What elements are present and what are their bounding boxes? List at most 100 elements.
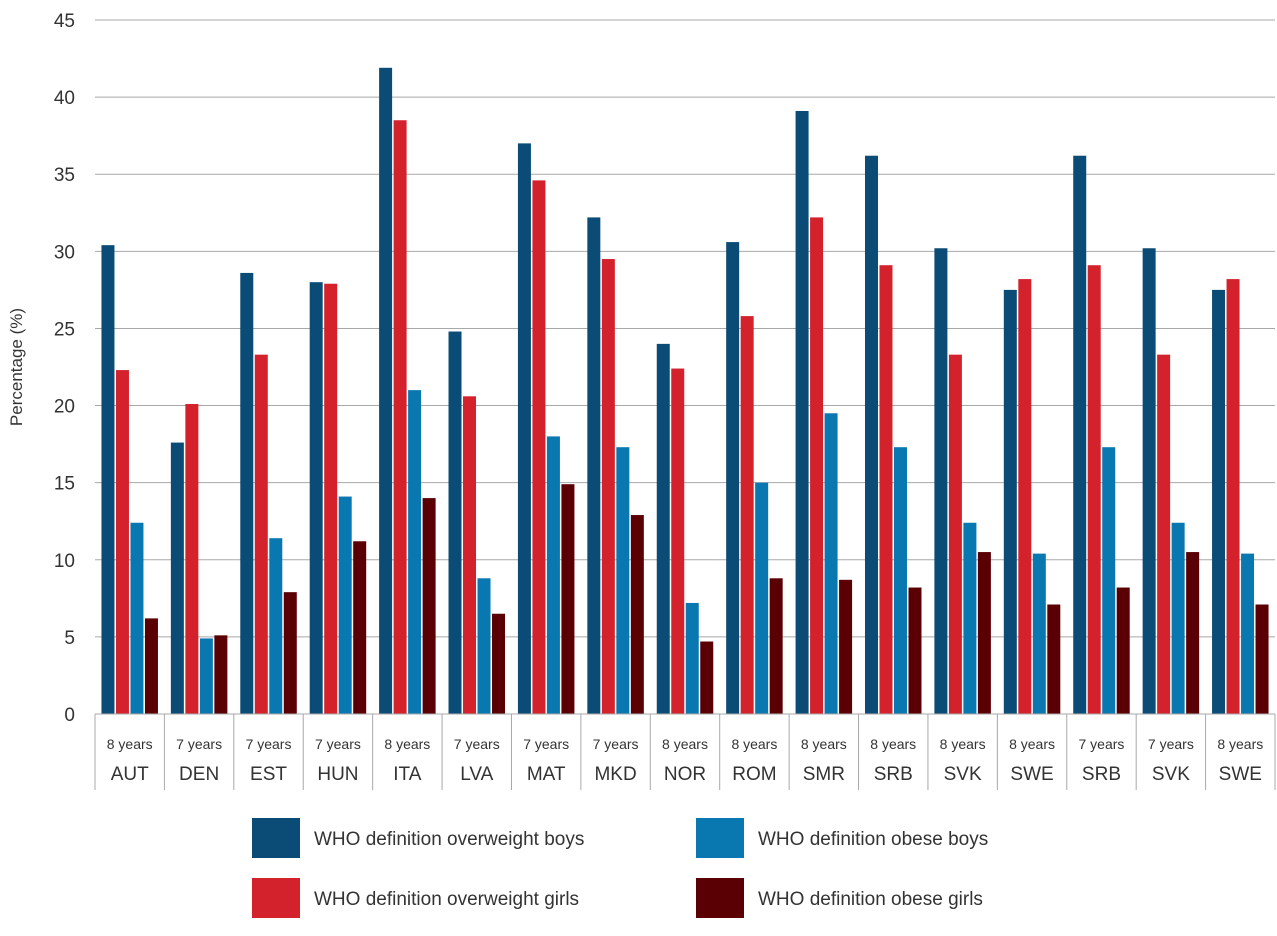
- legend-item: WHO definition obese girls: [696, 878, 983, 918]
- bar: [130, 522, 144, 714]
- x-country-label: ROM: [732, 764, 776, 785]
- x-age-label: 7 years: [315, 736, 361, 752]
- bar: [795, 110, 809, 715]
- bar: [1116, 587, 1130, 714]
- legend: WHO definition overweight boys WHO defini…: [252, 818, 988, 918]
- bar: [1241, 553, 1255, 714]
- y-tick-label: 0: [64, 705, 75, 726]
- x-age-label: 7 years: [246, 736, 292, 752]
- bar: [309, 282, 323, 714]
- bar: [685, 602, 699, 714]
- y-tick-label: 10: [54, 551, 75, 572]
- legend-swatch: [252, 818, 300, 858]
- bar: [934, 248, 948, 714]
- bar: [269, 538, 283, 714]
- y-tick-label: 25: [54, 319, 75, 340]
- x-country-label: HUN: [317, 764, 358, 785]
- bar: [199, 638, 213, 714]
- x-age-label: 8 years: [870, 736, 916, 752]
- bar: [1212, 289, 1226, 714]
- x-age-label: 8 years: [384, 736, 430, 752]
- bar: [1047, 604, 1061, 714]
- bar: [616, 447, 630, 714]
- bars: [101, 67, 1269, 715]
- bar: [963, 522, 977, 714]
- legend-label: WHO definition obese girls: [758, 889, 983, 910]
- x-age-label: 8 years: [662, 736, 708, 752]
- bar: [1171, 522, 1185, 714]
- bar: [283, 592, 297, 714]
- x-age-label: 7 years: [1079, 736, 1125, 752]
- x-age-label: 7 years: [523, 736, 569, 752]
- bar: [517, 143, 531, 714]
- x-country-label: SRB: [1082, 764, 1121, 785]
- bar: [463, 396, 477, 714]
- bar: [422, 498, 436, 714]
- bar: [1073, 155, 1087, 714]
- x-age-label: 8 years: [731, 736, 777, 752]
- bar: [1032, 553, 1046, 714]
- x-age-label: 8 years: [1217, 736, 1263, 752]
- bar: [101, 245, 115, 715]
- bar: [1102, 447, 1116, 714]
- x-country-label: SWE: [1010, 764, 1053, 785]
- bar: [379, 67, 393, 714]
- y-tick-label: 35: [54, 165, 75, 186]
- y-axis-label: Percentage (%): [7, 308, 26, 426]
- bar: [769, 578, 783, 714]
- x-age-label: 7 years: [454, 736, 500, 752]
- y-tick-label: 30: [54, 242, 75, 263]
- bar: [477, 578, 491, 714]
- bar: [393, 120, 407, 714]
- bar: [1226, 279, 1240, 714]
- x-age-label: 7 years: [176, 736, 222, 752]
- x-country-label: AUT: [111, 764, 149, 785]
- bar: [948, 354, 962, 714]
- x-age-label: 7 years: [593, 736, 639, 752]
- x-country-label: LVA: [460, 764, 493, 785]
- legend-swatch: [252, 878, 300, 918]
- bar: [1255, 604, 1269, 714]
- legend-label: WHO definition overweight boys: [314, 829, 584, 850]
- bar: [1087, 265, 1101, 714]
- bar: [879, 265, 893, 714]
- bar: [408, 390, 422, 714]
- legend-label: WHO definition obese boys: [758, 829, 988, 850]
- bar: [240, 272, 254, 714]
- bar: [561, 484, 575, 714]
- bar: [824, 413, 838, 714]
- x-country-label: SVK: [1152, 764, 1190, 785]
- bar: [810, 217, 824, 714]
- legend-item: WHO definition overweight boys: [252, 818, 584, 858]
- legend-label: WHO definition overweight girls: [314, 889, 579, 910]
- bar: [1018, 279, 1032, 714]
- y-axis-ticks: 0 5 10 15 20 25 30 35 40 45: [54, 11, 75, 726]
- bar: [740, 316, 754, 714]
- y-tick-label: 20: [54, 397, 75, 418]
- bar: [1157, 354, 1171, 714]
- x-country-label: EST: [250, 764, 287, 785]
- bar: [671, 368, 685, 714]
- x-country-label: NOR: [664, 764, 706, 785]
- bar: [338, 496, 352, 714]
- x-country-label: MAT: [527, 764, 566, 785]
- x-axis: 8 years AUT 7 years DEN 7 years EST 7 years HUN…: [94, 713, 1276, 790]
- x-country-label: SMR: [803, 764, 845, 785]
- x-age-label: 8 years: [801, 736, 847, 752]
- bar: [908, 587, 922, 714]
- bar: [214, 635, 228, 714]
- bar: [448, 331, 462, 714]
- bar: [185, 404, 199, 714]
- x-country-label: SRB: [874, 764, 913, 785]
- x-age-label: 8 years: [1009, 736, 1055, 752]
- x-age-label: 7 years: [1148, 736, 1194, 752]
- bar: [864, 155, 878, 714]
- y-tick-label: 40: [54, 88, 75, 109]
- bar: [601, 259, 615, 714]
- bar: [170, 442, 184, 714]
- y-tick-label: 45: [54, 11, 75, 32]
- bar: [893, 447, 907, 714]
- bar: [144, 618, 158, 714]
- y-tick-label: 15: [54, 474, 75, 495]
